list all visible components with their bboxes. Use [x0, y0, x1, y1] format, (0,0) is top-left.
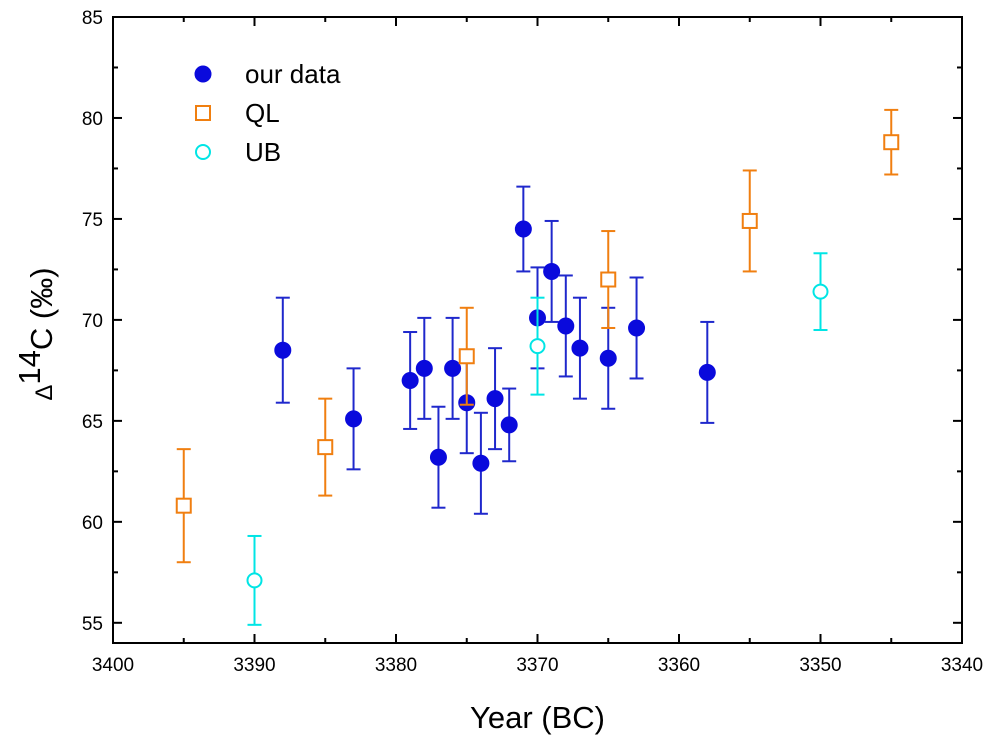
- y-tick-label: 85: [82, 8, 103, 29]
- ticks-layer: 3400 3390 3380 3370 3360 3350 3340 55 60 65 70 75 80…: [82, 8, 983, 676]
- x-tick-label: 3360: [658, 655, 700, 676]
- data-point: [444, 359, 462, 377]
- x-tick-label: 3340: [941, 655, 983, 676]
- legend: our data QL UB: [194, 59, 341, 167]
- data-point: [429, 448, 447, 466]
- data-point: [600, 271, 617, 288]
- data-point: [557, 317, 575, 335]
- series-ub: [246, 252, 829, 626]
- data-point: [529, 338, 546, 355]
- x-tick-label: 3380: [375, 655, 417, 676]
- series-layer: [175, 108, 900, 626]
- data-point: [883, 134, 900, 151]
- data-point: [514, 220, 532, 238]
- data-point: [812, 283, 829, 300]
- data-point: [274, 341, 292, 359]
- y-tick-label: 70: [82, 311, 103, 332]
- y-tick-label: 75: [82, 210, 103, 231]
- data-point: [543, 262, 561, 280]
- x-tick-label: 3350: [799, 655, 841, 676]
- legend-marker: [194, 65, 212, 83]
- legend-label: our data: [245, 59, 341, 89]
- legend-item: our data: [194, 59, 341, 89]
- data-point: [571, 339, 589, 357]
- legend-item: QL: [195, 98, 280, 128]
- data-point: [599, 349, 617, 367]
- data-point: [415, 359, 433, 377]
- y-tick-label: 55: [82, 614, 103, 635]
- legend-marker: [195, 144, 211, 160]
- data-point: [741, 212, 758, 229]
- data-point: [175, 497, 192, 514]
- data-point: [500, 416, 518, 434]
- y-axis-title-delta: Δ: [31, 385, 58, 401]
- data-point: [486, 390, 504, 408]
- legend-marker: [195, 105, 211, 121]
- x-tick-label: 3400: [92, 655, 134, 676]
- y-tick-label: 60: [82, 513, 103, 534]
- data-point: [246, 572, 263, 589]
- legend-item: UB: [195, 137, 281, 167]
- y-axis-title: Δ14C (‰): [12, 267, 59, 400]
- data-point: [345, 410, 363, 428]
- x-tick-label: 3390: [233, 655, 275, 676]
- y-axis-title-main: C (‰): [24, 267, 59, 350]
- y-tick-label: 80: [82, 109, 103, 130]
- data-point: [698, 363, 716, 381]
- series-ql: [175, 108, 900, 564]
- data-point: [317, 439, 334, 456]
- y-axis-title-superscript: 14: [12, 350, 47, 384]
- data-point: [458, 348, 475, 365]
- x-axis-title: Year (BC): [470, 700, 605, 735]
- plot-frame: [112, 16, 963, 644]
- data-point: [472, 454, 490, 472]
- y-tick-label: 65: [82, 412, 103, 433]
- legend-label: QL: [245, 98, 280, 128]
- legend-label: UB: [245, 137, 281, 167]
- data-point: [401, 371, 419, 389]
- x-tick-label: 3370: [516, 655, 558, 676]
- data-point: [628, 319, 646, 337]
